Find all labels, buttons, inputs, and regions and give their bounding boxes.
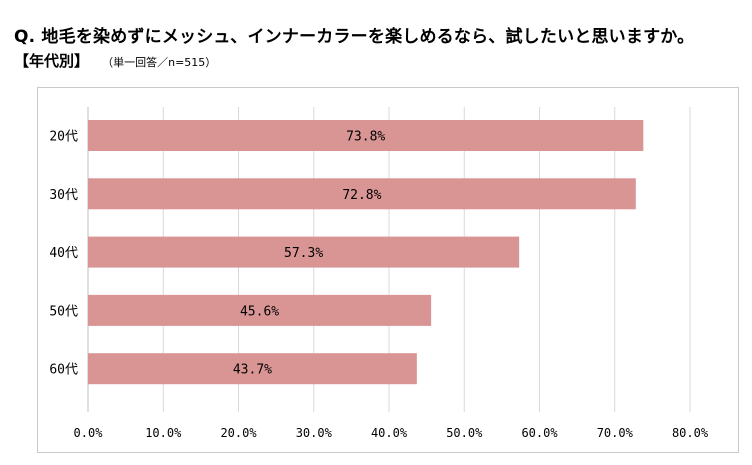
data-label: 43.7%: [233, 363, 272, 378]
bar: [88, 178, 636, 210]
category-label: 30代: [49, 188, 78, 203]
x-tick-label: 40.0%: [371, 426, 408, 440]
data-label: 73.8%: [346, 130, 385, 145]
x-tick-label: 50.0%: [446, 426, 483, 440]
bar: [88, 294, 432, 326]
category-label: 60代: [49, 363, 78, 378]
data-label: 72.8%: [342, 188, 381, 203]
x-tick-label: 0.0%: [74, 426, 104, 440]
bar: [88, 120, 644, 151]
sample-note: （単一回答／n=515）: [102, 56, 217, 69]
x-tick-label: 20.0%: [220, 426, 257, 440]
data-label: 45.6%: [240, 304, 279, 319]
category-label: 20代: [49, 130, 78, 145]
x-tick-label: 80.0%: [672, 426, 709, 440]
data-label: 57.3%: [284, 246, 323, 261]
bar: [88, 353, 417, 385]
bar: [88, 236, 520, 268]
x-tick-label: 10.0%: [145, 426, 182, 440]
category-label: 50代: [49, 304, 78, 319]
subtitle-line: 【年代別】 （単一回答／n=515）: [14, 50, 216, 71]
x-tick-label: 60.0%: [521, 426, 558, 440]
x-tick-label: 30.0%: [296, 426, 333, 440]
segment-label: 【年代別】: [14, 52, 90, 70]
x-tick-label: 70.0%: [597, 426, 634, 440]
category-label: 40代: [49, 246, 78, 261]
question-title: Q. 地毛を染めずにメッシュ、インナーカラーを楽しめるなら、試したいと思いますか…: [14, 27, 695, 47]
chart-frame: [37, 87, 739, 453]
